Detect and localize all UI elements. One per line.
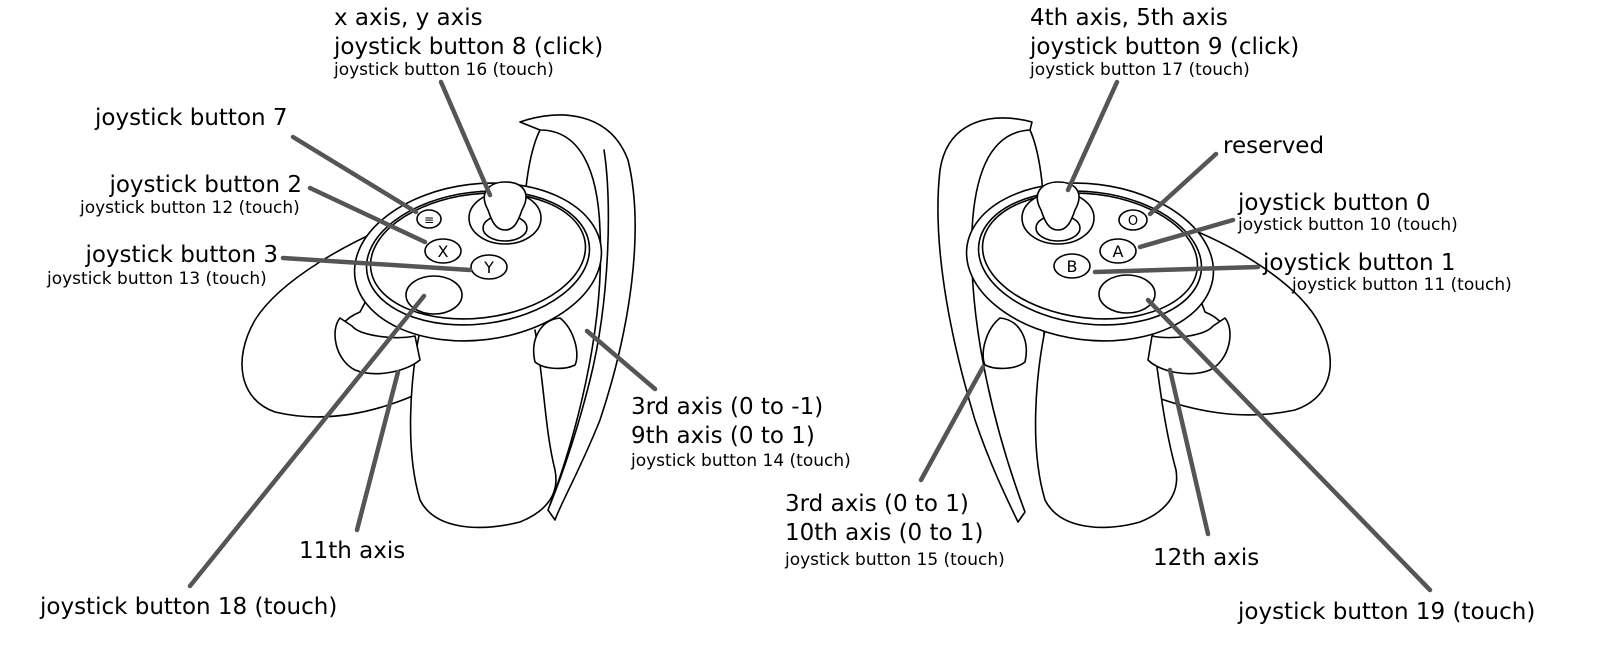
label-right-a-press: joystick button 0 (1238, 190, 1431, 216)
leader-left-trigger (584, 328, 658, 392)
right-a-button (1099, 238, 1137, 264)
label-left-trigger-axis: 3rd axis (0 to -1) (631, 394, 824, 420)
left-thumbstick (483, 181, 527, 231)
label-right-reserved: reserved (1223, 133, 1325, 159)
leader-right-a (1137, 217, 1236, 250)
right-oculus-glyph: O (1128, 214, 1138, 229)
left-x-button (424, 238, 462, 264)
label-left-stick-axes: x axis, y axis (334, 5, 483, 31)
leader-left-y (280, 255, 473, 273)
leader-right-thumbrest (1145, 297, 1433, 593)
label-left-stick-click: joystick button 8 (click) (334, 34, 604, 60)
label-right-trigger-axis2: 10th axis (0 to 1) (785, 520, 984, 546)
right-handle (1034, 329, 1178, 529)
leader-right-stick (1065, 79, 1120, 193)
right-oculus-button (1118, 209, 1148, 231)
label-right-b-press: joystick button 1 (1263, 250, 1456, 276)
right-trigger (982, 317, 1027, 370)
label-right-a-touch: joystick button 10 (touch) (1238, 215, 1458, 235)
label-left-y-press: joystick button 3 (85, 242, 278, 268)
right-b-glyph: B (1067, 257, 1078, 276)
right-b-button (1053, 253, 1091, 279)
label-left-grip: 11th axis (299, 538, 406, 564)
left-y-button (470, 254, 508, 280)
leader-right-reserved (1147, 151, 1219, 217)
leader-left-x (307, 185, 428, 245)
left-handle (409, 329, 557, 529)
right-thumbstick (1036, 181, 1080, 231)
leader-right-b (1092, 264, 1261, 275)
label-left-thumbrest: joystick button 18 (touch) (40, 594, 338, 620)
left-y-glyph: Y (483, 258, 494, 277)
leader-right-grip (1167, 367, 1211, 537)
leader-left-stick (438, 79, 493, 198)
leader-right-trigger (918, 364, 986, 483)
left-tracking-ring (519, 114, 636, 521)
label-left-x-touch: joystick button 12 (touch) (80, 198, 300, 218)
left-x-glyph: X (438, 242, 449, 261)
left-menu-glyph: ≡ (424, 213, 434, 227)
leader-left-grip (354, 369, 401, 533)
label-left-trigger-axis2: 9th axis (0 to 1) (631, 423, 815, 449)
label-right-stick-axes: 4th axis, 5th axis (1030, 5, 1228, 31)
label-right-trigger-axis: 3rd axis (0 to 1) (785, 491, 969, 517)
left-menu-button (416, 209, 442, 229)
label-left-y-touch: joystick button 13 (touch) (47, 269, 267, 289)
label-right-stick-click: joystick button 9 (click) (1030, 34, 1300, 60)
label-right-stick-touch: joystick button 17 (touch) (1030, 60, 1250, 80)
right-a-glyph: A (1113, 242, 1124, 261)
left-controller (241, 114, 636, 529)
label-right-b-touch: joystick button 11 (touch) (1292, 275, 1512, 295)
label-left-trigger-touch: joystick button 14 (touch) (631, 451, 851, 471)
label-right-grip: 12th axis (1153, 545, 1260, 571)
label-right-trigger-touch: joystick button 15 (touch) (785, 550, 1005, 570)
label-left-x-press: joystick button 2 (109, 172, 302, 198)
right-thumbrest (1098, 274, 1156, 314)
right-controller (937, 117, 1331, 529)
label-right-thumbrest: joystick button 19 (touch) (1238, 599, 1536, 625)
label-left-menu: joystick button 7 (95, 105, 288, 131)
left-trigger (533, 317, 578, 370)
leader-left-menu (290, 134, 419, 215)
leader-left-thumbrest (187, 293, 427, 589)
label-left-stick-touch: joystick button 16 (touch) (334, 60, 554, 80)
right-tracking-ring (937, 117, 1033, 523)
